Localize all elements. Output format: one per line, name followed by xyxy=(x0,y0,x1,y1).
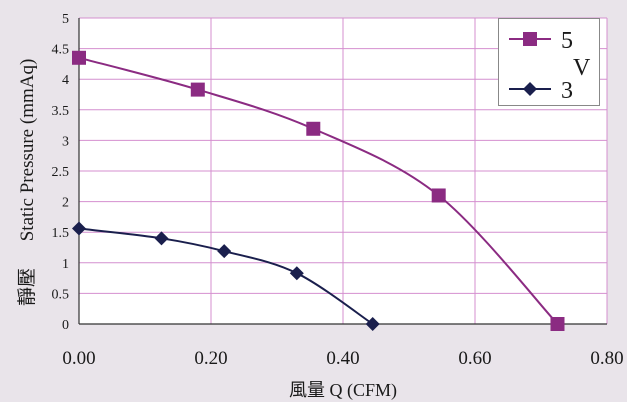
x-tick-label: 0.20 xyxy=(194,348,227,369)
legend-svg: 5 V 3 xyxy=(509,28,591,104)
y-tick-label: 0 xyxy=(62,318,69,333)
legend-marker-square xyxy=(523,32,537,46)
y-tick-label: 3 xyxy=(62,134,69,149)
y-tick-label: 1 xyxy=(62,257,69,272)
y-tick-label: 0.5 xyxy=(52,287,70,302)
x-tick-label: 0.00 xyxy=(62,348,95,369)
y-axis-title: Static Pressure (mmAq) xyxy=(17,59,38,242)
legend-label-3: 3 xyxy=(561,78,573,104)
y-axis-title-cjk: 靜壓 xyxy=(16,268,38,306)
data-point-5 xyxy=(72,50,86,65)
x-axis-title: 風量 Q (CFM) xyxy=(289,380,397,401)
y-tick-label: 3.5 xyxy=(52,104,70,119)
y-tick-label: 2 xyxy=(62,196,69,211)
legend: 5 V 3 xyxy=(498,18,600,106)
y-tick-label: 4 xyxy=(62,73,69,88)
y-tick-label: 4.5 xyxy=(52,43,70,58)
data-point-5 xyxy=(190,82,205,97)
data-point-3 xyxy=(217,244,232,259)
legend-marker-diamond xyxy=(523,82,537,96)
data-point-3 xyxy=(289,266,304,281)
y-tick-label: 5 xyxy=(62,12,69,27)
data-point-5 xyxy=(550,317,565,331)
y-tick-label: 1.5 xyxy=(52,226,70,241)
legend-unit: V xyxy=(573,55,591,81)
data-point-3 xyxy=(154,231,169,246)
legend-label-5: 5 xyxy=(561,28,573,54)
x-tick-label: 0.60 xyxy=(458,348,491,369)
data-point-5 xyxy=(431,188,446,203)
data-point-3 xyxy=(365,317,380,331)
y-tick-label: 2.5 xyxy=(52,165,70,180)
x-tick-label: 0.40 xyxy=(326,348,359,369)
data-point-3 xyxy=(72,221,86,236)
x-tick-label: 0.80 xyxy=(590,348,623,369)
data-point-5 xyxy=(306,121,321,136)
